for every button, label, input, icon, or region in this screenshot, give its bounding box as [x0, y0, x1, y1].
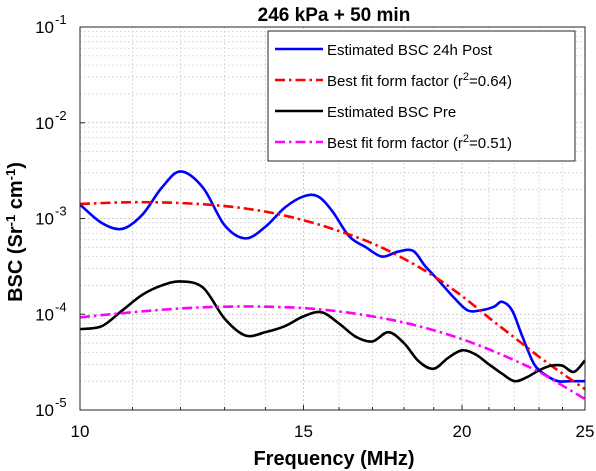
y-tick-exponent: -4 — [55, 299, 67, 314]
x-tick-label: 25 — [576, 422, 595, 441]
y-tick-label: 10 — [35, 210, 54, 229]
legend: Estimated BSC 24h Post Best fit form fact… — [267, 30, 576, 162]
y-axis-label-main: BSC (Sr — [5, 226, 27, 302]
y-tick-exponent: -5 — [55, 395, 67, 410]
x-tick-label: 20 — [453, 422, 472, 441]
y-tick-label: 10 — [35, 305, 54, 324]
series-line-1 — [79, 170, 585, 383]
y-tick-exponent: -1 — [55, 12, 67, 27]
y-tick-label: 10 — [35, 18, 54, 37]
y-axis-ticks: 10-510-410-310-210-1 — [35, 12, 85, 420]
y-axis-label: BSC (Sr-1 cm-1) — [3, 162, 28, 302]
y-tick-exponent: -3 — [55, 204, 67, 219]
y-axis-label-sup2: -1 — [3, 169, 18, 181]
y-tick-label: 10 — [35, 114, 54, 133]
legend-box — [267, 30, 576, 162]
y-axis-label-sup1: -1 — [3, 215, 18, 227]
x-axis-label: Frequency (MHz) — [253, 448, 414, 470]
x-axis-ticks: 10 15 20 25 — [71, 405, 595, 441]
series-layer — [79, 170, 586, 401]
chart-title: 246 kPa + 50 min — [258, 5, 411, 26]
legend-entries: Estimated BSC 24h Post Best fit form fact… — [275, 42, 512, 152]
y-axis-label-end: ) — [5, 162, 27, 169]
series-line-2 — [79, 200, 586, 391]
x-tick-label: 15 — [294, 422, 313, 441]
x-tick-label: 10 — [71, 422, 90, 441]
legend-label-4: Best fit form factor (r2=0.51) — [327, 133, 512, 152]
series-line-3 — [79, 280, 586, 383]
legend-label-1: Estimated BSC 24h Post — [327, 42, 493, 59]
legend-label-3: Estimated BSC Pre — [327, 104, 456, 121]
y-axis-label-mid: cm — [5, 180, 27, 214]
legend-label-2: Best fit form factor (r2=0.64) — [327, 71, 512, 90]
series-line-4 — [79, 305, 586, 401]
y-tick-exponent: -2 — [55, 108, 67, 123]
y-tick-label: 10 — [35, 401, 54, 420]
